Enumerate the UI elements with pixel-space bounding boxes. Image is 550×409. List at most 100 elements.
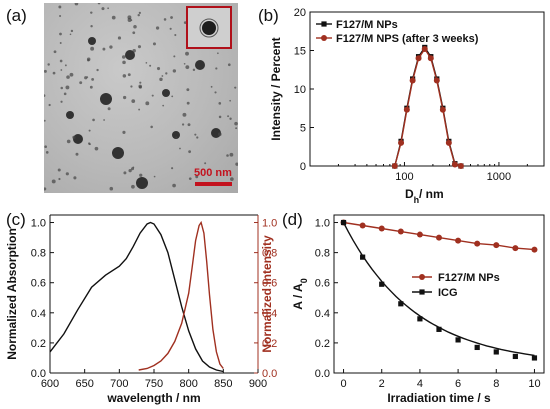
tem-particle xyxy=(122,95,127,100)
data-point xyxy=(474,240,481,247)
panel-letter-d: (d) xyxy=(282,210,303,229)
tem-particle xyxy=(69,72,74,77)
tem-particle xyxy=(72,135,76,139)
tem-particle xyxy=(132,166,135,169)
scale-bar xyxy=(195,182,232,186)
chart-b-dls: 0 5 10 15 20 100 1000 Intensity / Percent Dh / n… xyxy=(269,7,545,205)
x-tick-label: 0 xyxy=(340,378,346,390)
tem-particle xyxy=(44,187,47,191)
tem-particle xyxy=(44,145,47,149)
tem-particle xyxy=(44,94,46,97)
x-tick-label: 100 xyxy=(395,171,413,183)
tem-particle xyxy=(94,146,99,151)
tem-particle xyxy=(127,15,132,20)
panel-letter-c: (c) xyxy=(6,210,26,229)
tem-particle xyxy=(183,62,186,65)
tem-particle xyxy=(218,102,222,105)
data-point xyxy=(398,301,404,307)
tem-particle xyxy=(66,75,70,79)
tem-particle xyxy=(214,91,217,94)
tem-particle xyxy=(175,136,178,139)
tem-particle xyxy=(117,36,122,40)
tem-particle xyxy=(183,21,187,24)
tem-particle xyxy=(162,104,165,107)
x-axis-label: Dh xyxy=(405,187,419,205)
tem-particle xyxy=(138,85,142,89)
x-axis-label: Irradiation time / s xyxy=(387,391,491,405)
tem-particle xyxy=(139,173,143,177)
data-point xyxy=(531,355,538,361)
tem-particle xyxy=(185,51,189,56)
tem-particle xyxy=(90,24,93,28)
data-point xyxy=(455,237,462,244)
tem-particle xyxy=(122,60,126,65)
tem-particle xyxy=(88,37,96,45)
tem-particle xyxy=(139,81,142,84)
tem-particle xyxy=(229,117,232,120)
data-point xyxy=(409,77,416,84)
tem-particle xyxy=(192,68,196,72)
tem-particle xyxy=(44,119,46,122)
tem-particle xyxy=(69,33,72,36)
tem-particle xyxy=(51,179,56,184)
tem-particle xyxy=(86,76,89,78)
legend-label: ICG xyxy=(438,287,458,299)
tem-particle xyxy=(100,93,112,105)
data-point xyxy=(397,228,404,235)
data-point xyxy=(512,245,519,252)
data-point xyxy=(340,219,347,226)
y-tick-label: 0.0 xyxy=(31,368,46,380)
scale-bar-label: 500 nm xyxy=(194,167,232,179)
chart-d-photostability: 0.0 0.2 0.4 0.6 0.8 1.0 0 2 4 6 8 10 A / A0 Irradiati… xyxy=(291,214,545,405)
y-axis-label: Normalized Absorption xyxy=(5,228,19,360)
tem-particle xyxy=(132,31,136,35)
tem-particle xyxy=(63,92,67,96)
tem-particle xyxy=(194,133,197,136)
tem-particle xyxy=(92,118,95,122)
x-tick-label: 900 xyxy=(249,378,267,390)
y-tick-label: 0.0 xyxy=(315,368,330,380)
tem-particle xyxy=(57,168,61,172)
tem-particle xyxy=(159,77,163,82)
tem-particle xyxy=(188,150,192,154)
tem-particle xyxy=(60,100,63,103)
data-point xyxy=(436,326,442,332)
panel-letter-b: (b) xyxy=(258,6,279,25)
y-tick-label: 20 xyxy=(294,7,306,19)
tem-particle xyxy=(151,94,154,97)
inset-particle xyxy=(199,18,219,38)
y-tick-label: 0.2 xyxy=(31,338,46,350)
tem-particle xyxy=(66,111,74,119)
tem-particle xyxy=(64,64,67,67)
tem-particle xyxy=(185,65,190,70)
tem-particle xyxy=(210,85,213,88)
tem-particle xyxy=(179,147,181,150)
tem-particle xyxy=(88,129,91,132)
data-point xyxy=(415,55,422,62)
legend-label: F127/M NPs xyxy=(336,19,398,31)
tem-particle xyxy=(155,26,160,30)
y-right-tick-label: 0.2 xyxy=(262,338,277,350)
data-point xyxy=(359,222,366,229)
tem-particle xyxy=(66,139,71,144)
tem-particle xyxy=(171,167,174,170)
series-line xyxy=(394,47,462,167)
x-axis-label: wavelength / nm xyxy=(106,391,200,405)
tem-particle xyxy=(90,11,93,14)
tem-particle xyxy=(101,7,105,11)
x-tick-label: 4 xyxy=(417,378,423,390)
tem-particle xyxy=(186,88,190,92)
data-point xyxy=(451,161,458,168)
tem-particle xyxy=(145,62,148,64)
y-right-tick-label: 1.0 xyxy=(262,218,277,230)
tem-particle xyxy=(195,175,199,179)
tem-particle xyxy=(217,132,222,137)
y-tick-label: 0 xyxy=(300,161,306,173)
tem-particle xyxy=(132,49,136,53)
tem-particle xyxy=(174,33,177,37)
x-tick-label: 800 xyxy=(179,378,197,390)
tem-particle xyxy=(90,46,95,51)
tem-particle xyxy=(59,42,62,44)
series-0: F127/M NPs xyxy=(340,219,538,284)
tem-particle xyxy=(234,86,237,89)
